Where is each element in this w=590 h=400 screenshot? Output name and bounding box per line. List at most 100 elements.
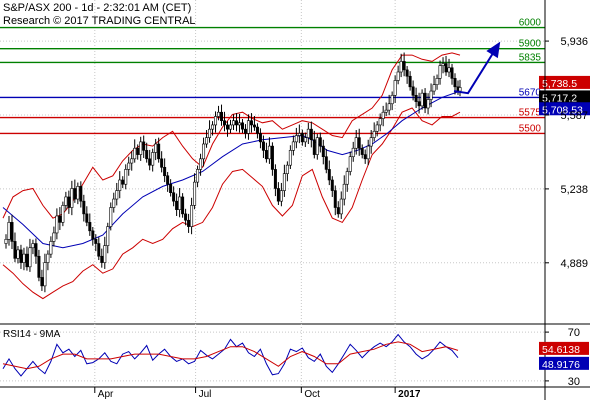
- price-candle: [279, 190, 283, 202]
- price-candle: [372, 130, 376, 138]
- y-tick-label: 5,936: [560, 36, 588, 48]
- level-label: 5835: [519, 52, 542, 63]
- rsi-value-tags: 54.6138 48.9176: [539, 341, 589, 371]
- price-candle: [348, 156, 352, 172]
- price-candle: [103, 245, 107, 263]
- chart-title: S&P/ASX 200 - 1d - 2:32:01 AM (CET): [3, 2, 191, 14]
- price-candle: [205, 137, 209, 145]
- price-value-tags: 5,738.5 5,717.25,708.53: [539, 75, 590, 116]
- price-candle: [336, 207, 340, 215]
- time-axis: Apr Jul Oct 2017: [0, 386, 590, 400]
- level-label: 5900: [519, 39, 542, 50]
- price-tag: [539, 75, 590, 89]
- price-candle: [13, 241, 17, 259]
- price-candle: [426, 99, 430, 109]
- projection-arrow: [453, 41, 501, 95]
- price-candle: [339, 198, 343, 215]
- main-gridlines: [0, 0, 590, 387]
- price-candle: [133, 147, 137, 160]
- rsi-title: RSI14 - 9MA: [3, 329, 61, 340]
- price-candle: [55, 215, 59, 234]
- price-candle: [330, 179, 334, 191]
- price-candle: [366, 145, 370, 160]
- price-candle: [202, 143, 206, 160]
- price-candle: [208, 128, 212, 138]
- price-candle: [405, 69, 409, 77]
- price-candle: [187, 219, 191, 227]
- price-candle: [94, 238, 98, 244]
- price-candle: [258, 133, 262, 143]
- price-candle: [384, 109, 388, 113]
- price-candle: [115, 190, 119, 200]
- price-candle: [393, 80, 397, 96]
- price-candle: [112, 198, 116, 208]
- price-candle: [402, 61, 406, 71]
- price-candle: [142, 141, 146, 151]
- price-candle: [458, 87, 462, 92]
- price-candle: [390, 94, 394, 105]
- level-label: 6000: [519, 18, 542, 29]
- price-candle: [399, 61, 403, 73]
- price-candle: [252, 124, 256, 128]
- price-candle: [211, 124, 215, 130]
- price-candle: [226, 124, 230, 130]
- y-tick-label: 5,587: [560, 110, 588, 122]
- price-candle: [303, 137, 307, 143]
- price-candle: [444, 63, 448, 73]
- chart-subtitle: Research © 2017 TRADING CENTRAL: [3, 15, 196, 27]
- price-candle: [234, 120, 238, 126]
- level-labels: 6000 5900 5835 5670 5575 5500: [519, 18, 542, 135]
- price-candle: [315, 137, 319, 155]
- price-candle: [282, 173, 286, 191]
- price-candle: [276, 188, 280, 202]
- price-candle: [261, 141, 265, 151]
- price-candle: [369, 137, 373, 147]
- price-candle: [321, 145, 325, 158]
- price-candle: [106, 226, 110, 246]
- bollinger-lower-band: [2, 107, 461, 300]
- price-axis: 5,936 5,587 5,238 4,889: [544, 0, 588, 400]
- price-candle: [447, 67, 451, 73]
- price-candle: [124, 169, 128, 185]
- price-candle: [363, 154, 367, 160]
- price-candle: [169, 183, 173, 194]
- price-candle: [220, 111, 224, 122]
- rsi-tag: [539, 356, 589, 370]
- price-candle: [163, 166, 167, 177]
- price-candle: [435, 78, 439, 86]
- price-candle: [97, 243, 101, 257]
- price-candle: [294, 135, 298, 143]
- level-label: 5575: [519, 108, 542, 119]
- price-candle: [37, 255, 41, 278]
- price-candle: [79, 186, 83, 202]
- price-candle: [360, 147, 364, 155]
- price-candle: [58, 215, 62, 223]
- y-tick-label: 4,889: [560, 258, 588, 270]
- price-candle: [312, 139, 316, 155]
- price-candle: [151, 152, 155, 166]
- rsi-axis: 70 30: [545, 327, 580, 388]
- price-candle: [76, 186, 80, 200]
- x-tick-label: Jul: [199, 389, 212, 400]
- price-candle: [333, 190, 337, 208]
- price-tag-label: 5,717.2: [542, 92, 577, 104]
- price-candle: [309, 128, 313, 141]
- price-candle: [199, 158, 203, 170]
- x-tick-label: 2017: [398, 389, 421, 400]
- price-candle: [4, 238, 8, 244]
- rsi-panel-frame: [0, 331, 545, 382]
- price-candle: [270, 145, 274, 170]
- price-candle: [7, 222, 11, 240]
- price-candle: [172, 192, 176, 202]
- price-candle: [34, 243, 38, 257]
- price-candle: [243, 128, 247, 134]
- price-candle: [118, 179, 122, 191]
- price-candle: [82, 200, 86, 215]
- price-candle: [453, 78, 457, 88]
- rsi-tick-label: 70: [568, 327, 580, 339]
- price-candle: [85, 213, 89, 223]
- price-candle: [438, 65, 442, 79]
- rsi-series: [2, 333, 459, 377]
- price-candle: [64, 196, 68, 206]
- price-candle: [130, 158, 134, 164]
